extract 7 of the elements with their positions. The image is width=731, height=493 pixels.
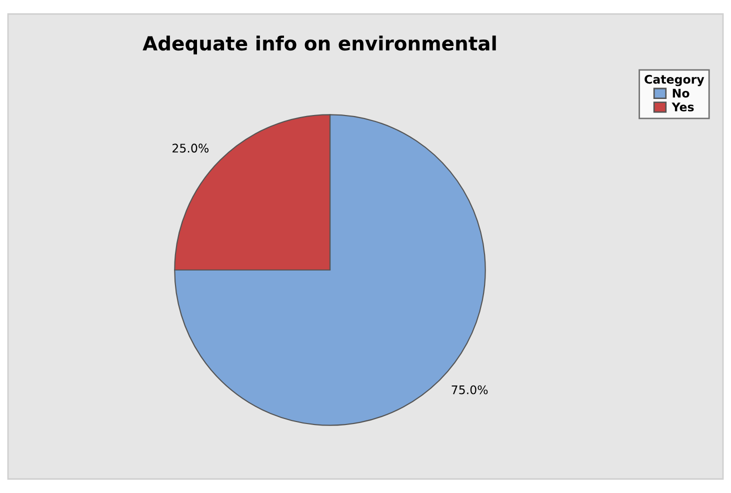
legend-label: No [672, 88, 690, 98]
chart-title: Adequate info on environmental [142, 36, 496, 54]
data-label: 75.0% [452, 385, 488, 394]
legend-label: Yes [672, 102, 694, 112]
data-label: 25.0% [172, 144, 209, 153]
pie-slice [174, 114, 486, 426]
legend-title: Category [644, 74, 704, 86]
